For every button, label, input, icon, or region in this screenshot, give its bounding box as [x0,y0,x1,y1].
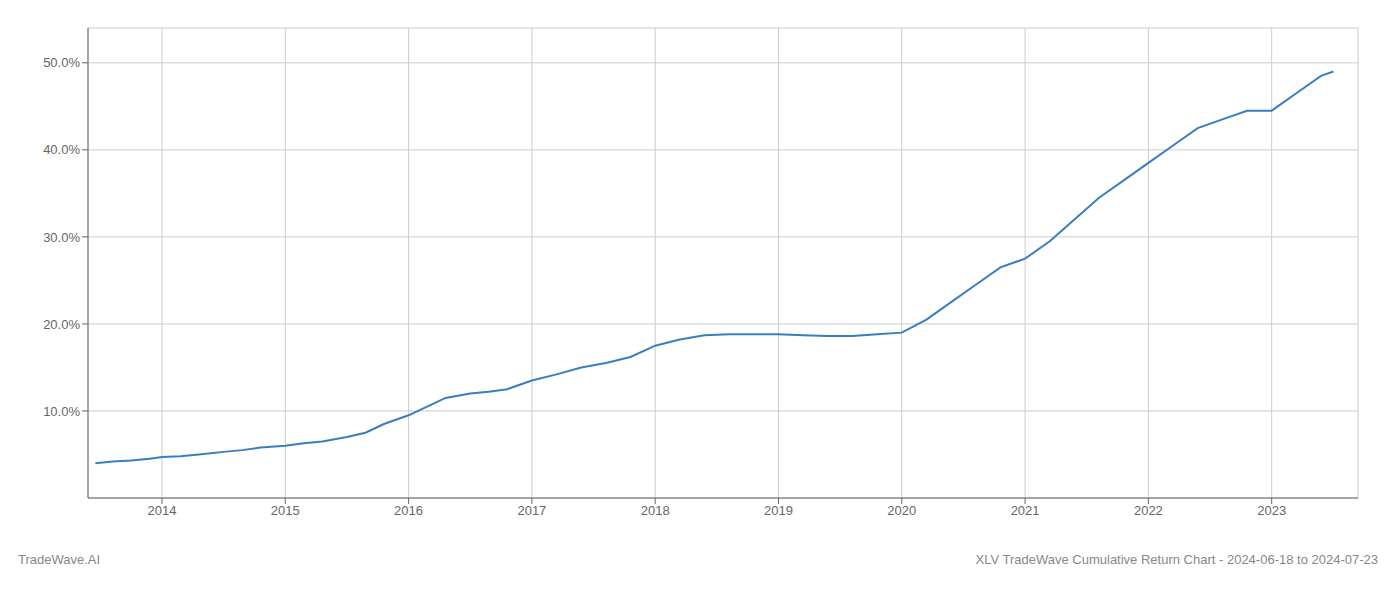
svg-text:50.0%: 50.0% [43,55,80,70]
svg-text:2019: 2019 [764,503,793,518]
svg-text:2023: 2023 [1257,503,1286,518]
html-text:XLV TradeWave Cumulative Retur: XLV TradeWave Cumulative Return Chart - … [975,552,1378,567]
svg-text:30.0%: 30.0% [43,230,80,245]
svg-text:10.0%: 10.0% [43,404,80,419]
html-text:TradeWave.AI: TradeWave.AI [18,552,101,567]
svg-text:2022: 2022 [1134,503,1163,518]
svg-text:2017: 2017 [517,503,546,518]
svg-text:2016: 2016 [394,503,423,518]
svg-text:2015: 2015 [271,503,300,518]
svg-text:2020: 2020 [887,503,916,518]
svg-text:40.0%: 40.0% [43,142,80,157]
svg-text:2014: 2014 [148,503,177,518]
svg-text:20.0%: 20.0% [43,317,80,332]
svg-text:2018: 2018 [641,503,670,518]
svg-text:2021: 2021 [1011,503,1040,518]
